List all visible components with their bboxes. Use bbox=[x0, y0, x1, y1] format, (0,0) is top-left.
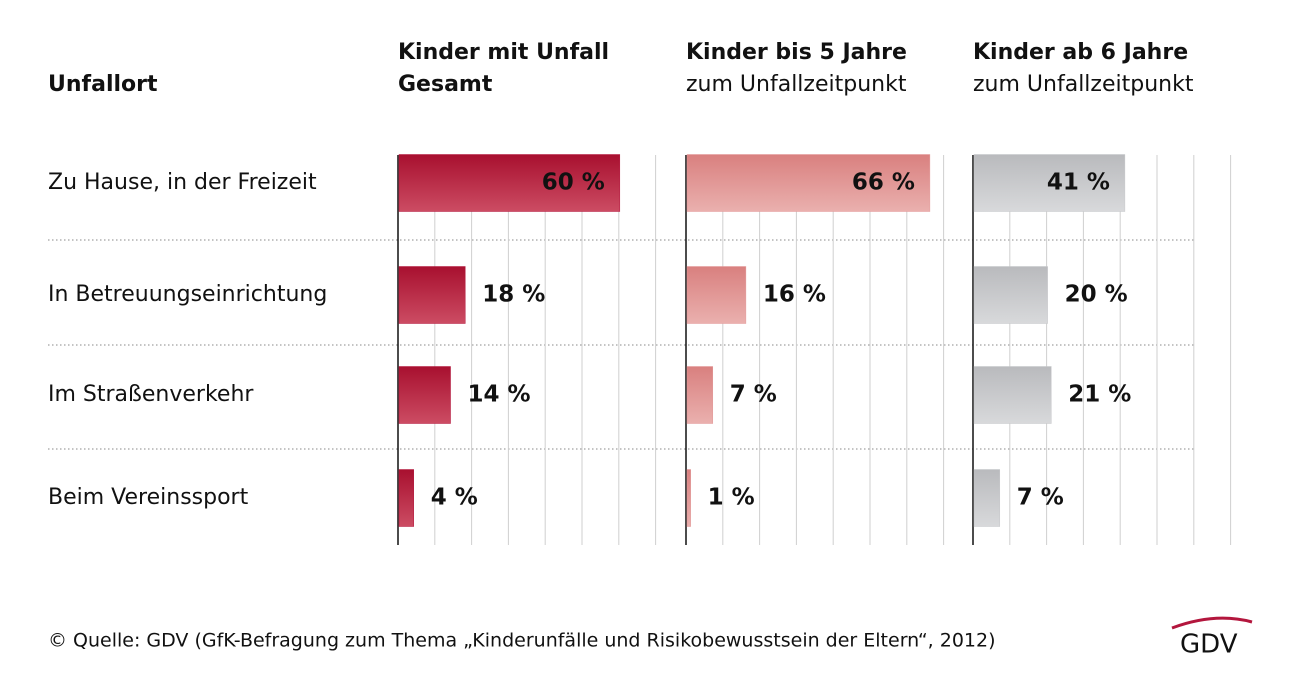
series-name: Kinder mit Unfall bbox=[398, 40, 609, 65]
bar bbox=[686, 469, 691, 527]
value-label: 60 % bbox=[542, 170, 605, 196]
bar bbox=[398, 366, 451, 424]
bar bbox=[686, 154, 931, 212]
value-label: 20 % bbox=[1065, 282, 1128, 308]
bar bbox=[398, 154, 621, 212]
bar bbox=[973, 266, 1048, 324]
value-label: 16 % bbox=[763, 282, 826, 308]
series-name: Kinder bis 5 Jahre bbox=[686, 40, 907, 65]
value-label: 41 % bbox=[1047, 170, 1110, 196]
bar bbox=[398, 469, 414, 527]
category-label: In Betreuungseinrichtung bbox=[48, 282, 327, 307]
value-label: 4 % bbox=[431, 485, 478, 511]
value-label: 18 % bbox=[482, 282, 545, 308]
bar bbox=[973, 154, 1126, 212]
series-name: Kinder ab 6 Jahre bbox=[973, 40, 1188, 65]
bar bbox=[398, 266, 466, 324]
value-label: 21 % bbox=[1068, 382, 1131, 408]
value-label: 7 % bbox=[730, 382, 777, 408]
category-label: Im Straßenverkehr bbox=[48, 382, 254, 407]
bar bbox=[686, 366, 714, 424]
value-label: 66 % bbox=[852, 170, 915, 196]
bar bbox=[973, 366, 1052, 424]
source-note: © Quelle: GDV (GfK-Befragung zum Thema „… bbox=[48, 630, 996, 652]
value-label: 1 % bbox=[708, 485, 755, 511]
category-header: Unfallort bbox=[48, 72, 158, 97]
category-label: Zu Hause, in der Freizeit bbox=[48, 170, 317, 195]
series-subname: zum Unfallzeitpunkt bbox=[973, 72, 1194, 97]
value-label: 14 % bbox=[468, 382, 531, 408]
series-subname: Gesamt bbox=[398, 72, 493, 97]
logo: GDV bbox=[1180, 630, 1238, 660]
value-label: 7 % bbox=[1017, 485, 1064, 511]
category-label: Beim Vereinssport bbox=[48, 485, 249, 510]
bar bbox=[973, 469, 1001, 527]
bar bbox=[686, 266, 747, 324]
series-subname: zum Unfallzeitpunkt bbox=[686, 72, 907, 97]
logo-arc bbox=[1171, 616, 1253, 630]
